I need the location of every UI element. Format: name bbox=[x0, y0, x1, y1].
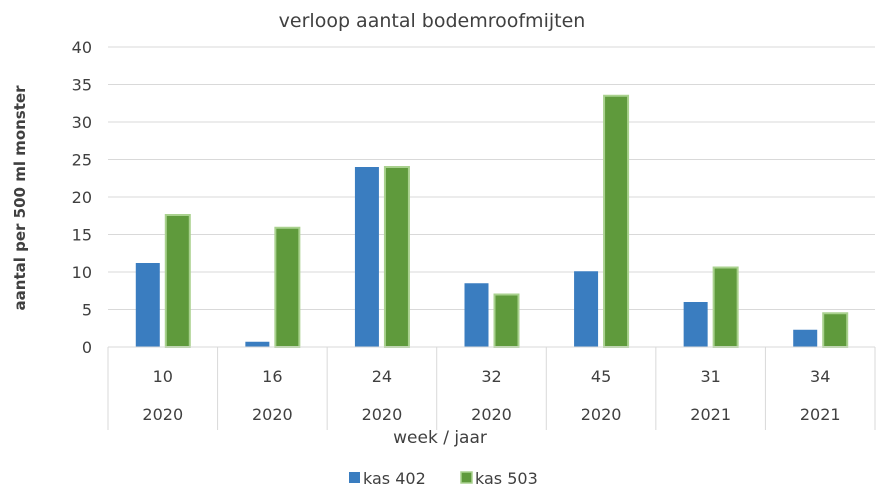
legend-label-kas-402: kas 402 bbox=[363, 469, 426, 488]
x-tick-week: 31 bbox=[700, 367, 720, 386]
x-tick-year: 2020 bbox=[471, 405, 512, 424]
bar-kas-402-32-2020 bbox=[464, 283, 489, 347]
x-axis-label: week / jaar bbox=[393, 428, 487, 448]
bar-kas-503-31-2021 bbox=[712, 266, 739, 348]
y-tick-label: 0 bbox=[82, 338, 92, 357]
y-tick-label: 25 bbox=[72, 151, 92, 170]
y-tick-label: 5 bbox=[82, 301, 92, 320]
y-tick-label: 35 bbox=[72, 76, 92, 95]
y-tick-label: 20 bbox=[72, 188, 92, 207]
legend-swatch-kas-402 bbox=[349, 472, 360, 483]
x-tick-year: 2020 bbox=[581, 405, 622, 424]
y-tick-label: 10 bbox=[72, 263, 92, 282]
x-tick-week: 34 bbox=[810, 367, 830, 386]
y-tick-label: 15 bbox=[72, 226, 92, 245]
legend: kas 402 kas 503 bbox=[349, 469, 538, 488]
x-tick-year: 2020 bbox=[252, 405, 293, 424]
x-tick-week: 32 bbox=[481, 367, 501, 386]
legend-label-kas-503: kas 503 bbox=[475, 469, 538, 488]
y-tick-label: 30 bbox=[72, 113, 92, 132]
bar-kas-402-45-2020 bbox=[574, 271, 599, 347]
bar-kas-402-10-2020 bbox=[135, 263, 160, 347]
bar-kas-402-31-2021 bbox=[683, 302, 708, 347]
bar-kas-503-45-2020 bbox=[603, 94, 630, 348]
x-axis: 10 2020 16 2020 24 2020 32 2020 45 2020 31 2021 34 20… bbox=[107, 346, 876, 430]
x-tick-year: 2021 bbox=[690, 405, 731, 424]
y-tick-labels: 0 5 10 15 20 25 30 35 40 bbox=[72, 38, 92, 357]
bar-kas-402-24-2020 bbox=[354, 167, 379, 347]
bar-kas-402-34-2021 bbox=[793, 329, 818, 347]
y-tick-label: 40 bbox=[72, 38, 92, 57]
bar-kas-503-24-2020 bbox=[383, 166, 410, 348]
x-tick-week: 24 bbox=[372, 367, 392, 386]
bar-kas-503-16-2020 bbox=[274, 226, 301, 348]
bar-kas-503-34-2021 bbox=[822, 312, 849, 348]
x-tick-week: 16 bbox=[262, 367, 282, 386]
x-tick-year: 2021 bbox=[800, 405, 841, 424]
y-axis-label: aantal per 500 ml monster bbox=[11, 85, 29, 311]
chart-title: verloop aantal bodemroofmijten bbox=[279, 10, 586, 32]
gridlines bbox=[108, 46, 875, 310]
x-tick-week: 10 bbox=[153, 367, 173, 386]
x-tick-year: 2020 bbox=[362, 405, 403, 424]
legend-swatch-kas-503 bbox=[460, 471, 473, 484]
x-tick-year: 2020 bbox=[142, 405, 183, 424]
bar-kas-503-32-2020 bbox=[493, 293, 520, 348]
bar-kas-402-16-2020 bbox=[245, 341, 270, 347]
x-tick-week: 45 bbox=[591, 367, 611, 386]
bar-kas-503-10-2020 bbox=[164, 214, 191, 348]
